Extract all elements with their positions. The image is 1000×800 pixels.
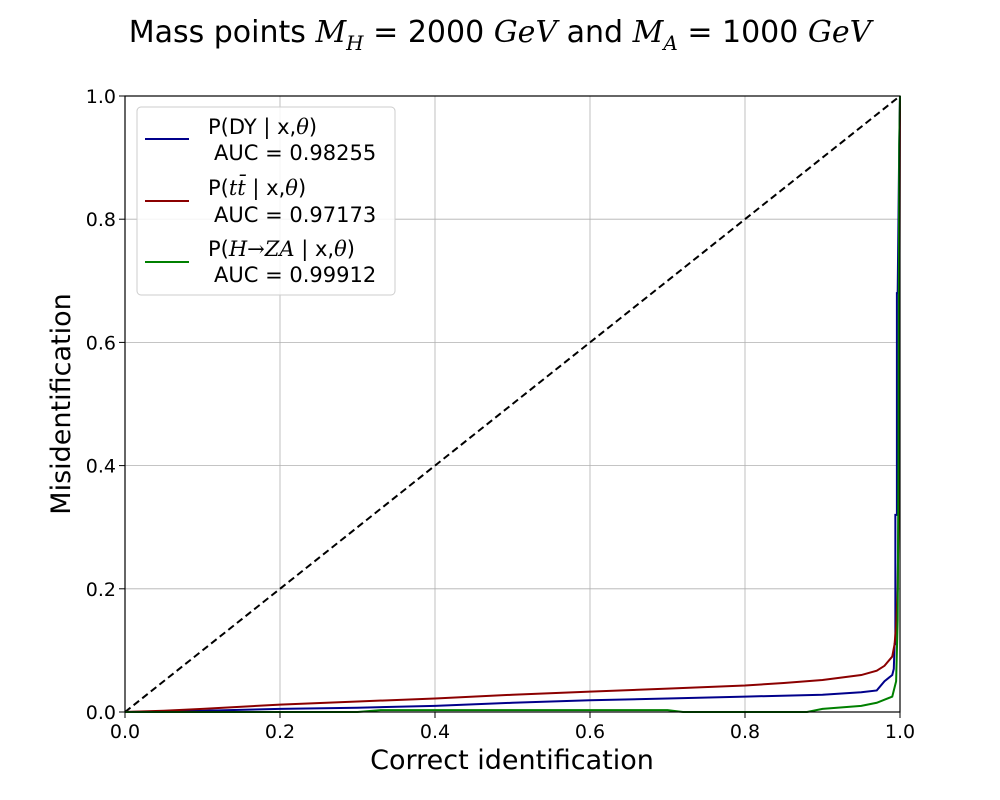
legend-label-hza: P(H→ZA | x,θ) <box>208 237 355 262</box>
x-tick-label: 0.6 <box>575 721 605 743</box>
title-ma-subscript: A <box>661 31 677 55</box>
axis-ticks: 0.0 0.2 0.4 0.6 0.8 1.0 0.0 0.2 0.4 0.6 0.8 1.0 <box>86 86 915 743</box>
title-ma-value: = 1000 <box>678 15 808 50</box>
chart-title: Mass points MH = 2000 GeV and MA = 1000 … <box>129 15 875 55</box>
series-lines <box>124 95 901 713</box>
x-axis-label: Correct identification <box>370 745 654 776</box>
y-axis-label: Misidentification <box>46 293 77 514</box>
title-ma-unit: GeV <box>808 15 875 50</box>
title-mh-symbol: M <box>314 15 347 50</box>
title-mh-unit: GeV <box>494 15 561 50</box>
title-conjunction: and <box>557 15 633 50</box>
legend-auc-hza: AUC = 0.99912 <box>214 263 376 287</box>
title-mh-value: = 2000 <box>364 15 494 50</box>
x-tick-label: 1.0 <box>885 721 915 743</box>
title-ma-symbol: M <box>632 15 665 50</box>
legend-auc-dy: AUC = 0.98255 <box>214 141 376 165</box>
x-tick-label: 0.2 <box>265 721 295 743</box>
x-tick-label: 0.4 <box>420 721 450 743</box>
legend-label-tt: P(tt̄ | x,θ) <box>208 174 306 201</box>
x-tick-label: 0.8 <box>730 721 760 743</box>
plot-frame <box>124 95 901 713</box>
x-tick-label: 0.0 <box>110 721 140 743</box>
y-tick-label: 0.6 <box>86 332 116 354</box>
y-tick-label: 0.4 <box>86 456 116 478</box>
legend: P(DY | x,θ) AUC = 0.98255 P(tt̄ | x,θ) A… <box>136 106 396 296</box>
y-tick-label: 0.2 <box>86 579 116 601</box>
title-mh-subscript: H <box>345 31 364 55</box>
legend-auc-tt: AUC = 0.97173 <box>214 203 376 227</box>
title-prefix: Mass points <box>129 15 316 50</box>
roc-line-hza <box>125 95 901 713</box>
legend-label-dy: P(DY | x,θ) <box>208 115 317 140</box>
y-tick-label: 0.8 <box>86 209 116 231</box>
legend-box <box>136 106 396 296</box>
y-tick-label: 1.0 <box>86 86 116 108</box>
y-tick-label: 0.0 <box>86 702 116 724</box>
roc-line-dy <box>124 95 901 713</box>
